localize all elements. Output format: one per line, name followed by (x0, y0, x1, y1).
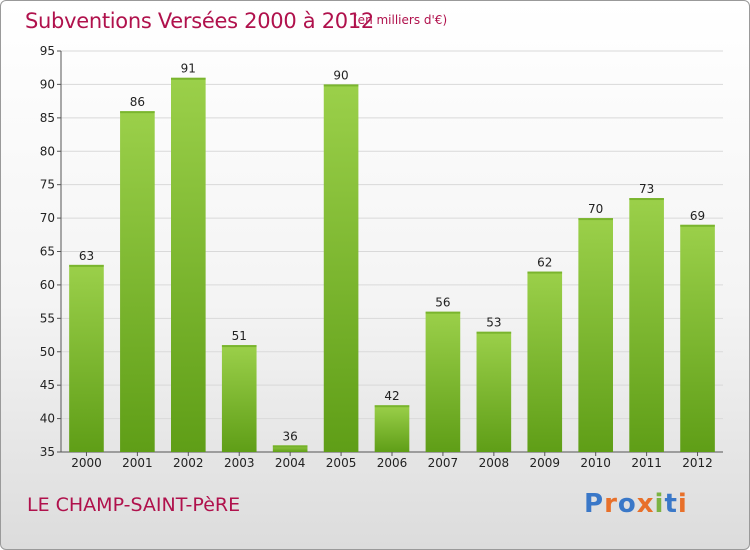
x-tick-label-2008: 2008 (479, 456, 510, 470)
y-tick-label: 50 (40, 345, 55, 359)
logo-letter: r (604, 489, 618, 519)
bar-2005 (323, 84, 359, 453)
data-label-2000: 63 (79, 249, 94, 263)
unit-note: (en milliers d'€) (353, 13, 448, 27)
bar-top-edge (221, 345, 257, 348)
data-label-2004: 36 (283, 429, 298, 443)
x-tick-label-2012: 2012 (682, 456, 713, 470)
y-tick-label: 40 (40, 412, 55, 426)
y-tick-label: 80 (40, 144, 55, 158)
y-tick-label: 95 (40, 44, 55, 58)
bar-top-edge (629, 198, 664, 201)
y-tick-label: 60 (40, 278, 55, 292)
bars (69, 77, 715, 453)
x-tick-label-2000: 2000 (71, 456, 102, 470)
x-tick-label-2004: 2004 (275, 456, 306, 470)
x-tick-label-2003: 2003 (224, 456, 255, 470)
y-tick-label: 70 (40, 211, 55, 225)
logo-letter: i (677, 489, 688, 519)
data-label-2002: 91 (181, 62, 196, 76)
data-label-2008: 53 (486, 316, 501, 330)
bar-2002 (170, 77, 206, 452)
bar-2007 (425, 311, 461, 452)
y-tick-label: 85 (40, 111, 55, 125)
data-label-2001: 86 (130, 95, 145, 109)
bar-top-edge (527, 271, 563, 274)
x-tick-label-2009: 2009 (529, 456, 560, 470)
bar-2006 (374, 405, 410, 452)
x-tick-label-2006: 2006 (377, 456, 408, 470)
logo-letter: t (664, 489, 678, 519)
x-tick-label-2007: 2007 (428, 456, 459, 470)
data-labels: 63 86 91 51 36 90 42 56 53 62 70 73 69 (79, 62, 705, 444)
y-tick-label: 35 (40, 445, 55, 459)
logo-letter: x (636, 489, 655, 519)
bar-top-edge (120, 111, 155, 114)
commune-name: LE CHAMP-SAINT-PèRE (27, 494, 241, 516)
y-tick-label: 65 (40, 245, 55, 259)
bar-top-edge (272, 445, 308, 448)
bar-top-edge (476, 331, 512, 334)
data-label-2009: 62 (537, 256, 552, 270)
x-tick-label-2002: 2002 (173, 456, 204, 470)
logo-letter: P (584, 489, 605, 519)
data-label-2007: 56 (435, 296, 450, 310)
chart-title: Subventions Versées 2000 à 2012 (25, 9, 374, 33)
data-label-2003: 51 (232, 329, 247, 343)
bar-2000 (69, 264, 104, 452)
bar-2003 (221, 345, 257, 452)
x-tick-label-2001: 2001 (122, 456, 153, 470)
data-label-2010: 70 (588, 202, 603, 216)
y-tick-label: 55 (40, 311, 55, 325)
bar-top-edge (680, 224, 715, 227)
bar-2004 (272, 445, 308, 452)
data-label-2012: 69 (690, 209, 705, 223)
bar-top-edge (69, 264, 104, 267)
x-tick-label-2010: 2010 (580, 456, 611, 470)
y-tick-label: 45 (40, 378, 55, 392)
y-tick-label: 75 (40, 178, 55, 192)
axes: 35 40 45 50 55 60 65 70 75 80 85 90 95 2000 2001 2002 20… (40, 44, 723, 470)
logo-letter: o (617, 489, 637, 519)
data-label-2005: 90 (333, 68, 348, 82)
bar-2001 (120, 111, 155, 453)
y-tick-label: 90 (40, 77, 55, 91)
proxiti-logo: Proxiti (584, 489, 688, 519)
bar-2011 (629, 198, 664, 452)
bar-2012 (680, 224, 715, 452)
bar-2008 (476, 331, 512, 452)
x-tick-label-2011: 2011 (631, 456, 662, 470)
data-label-2006: 42 (384, 389, 399, 403)
logo-letter: i (654, 489, 665, 519)
x-tick-label-2005: 2005 (326, 456, 357, 470)
data-label-2011: 73 (639, 182, 654, 196)
bar-top-edge (425, 311, 461, 314)
bar-top-edge (323, 84, 359, 87)
bar-2009 (527, 271, 563, 452)
bar-top-edge (170, 77, 206, 80)
bar-top-edge (578, 218, 614, 221)
bar-top-edge (374, 405, 410, 408)
bar-2010 (578, 218, 614, 452)
